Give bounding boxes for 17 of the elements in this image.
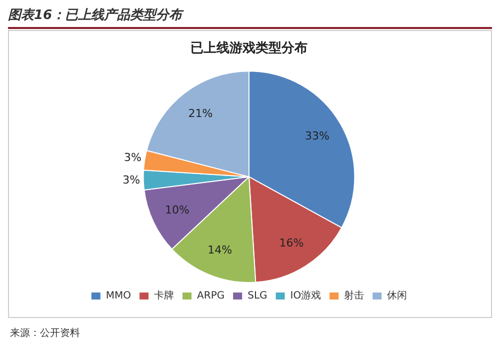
source-note: 来源：公开资料 bbox=[10, 326, 80, 340]
legend-label: IO游戏 bbox=[290, 290, 322, 302]
chart-title: 图表16：已上线产品类型分布 bbox=[8, 6, 492, 29]
legend-label: MMO bbox=[106, 290, 132, 302]
data-label: 10% bbox=[165, 203, 190, 216]
data-label: 3% bbox=[122, 173, 140, 186]
legend-label: ARPG bbox=[197, 290, 225, 302]
data-label: 16% bbox=[279, 236, 304, 250]
legend-label: SLG bbox=[248, 290, 268, 302]
data-label: 14% bbox=[208, 243, 232, 256]
data-label: 21% bbox=[188, 107, 213, 120]
legend-label: 卡牌 bbox=[154, 290, 174, 302]
legend-label: 射击 bbox=[344, 290, 364, 302]
data-label: 33% bbox=[305, 129, 330, 142]
data-label: 3% bbox=[124, 151, 142, 164]
chart-subtitle: 已上线游戏类型分布 bbox=[190, 41, 308, 56]
legend-label: 休闲 bbox=[387, 290, 408, 302]
